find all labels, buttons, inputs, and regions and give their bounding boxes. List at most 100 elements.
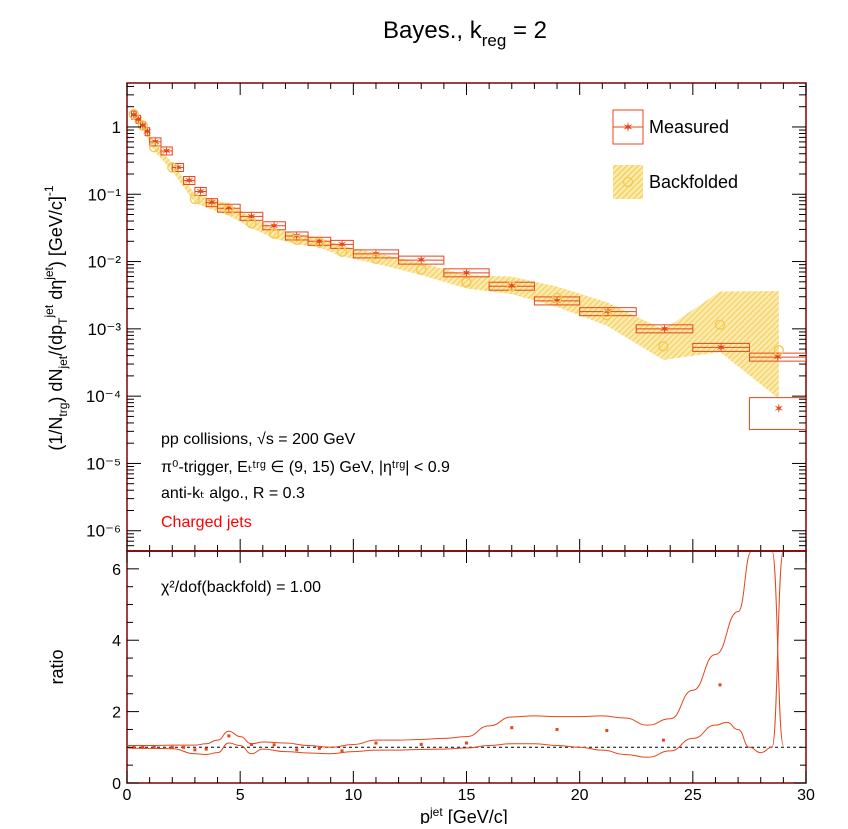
- measured-point-1: ✶: [133, 112, 144, 127]
- measured-point-15: ✶: [337, 237, 348, 252]
- backfolded-point-9: [314, 237, 325, 248]
- backfolded-point-19: [773, 345, 784, 356]
- backfolded-point-16: [601, 309, 612, 321]
- ratio-point-1: [141, 745, 145, 749]
- measured-point-7: ✶: [184, 173, 195, 188]
- measured-tail-box: [748, 397, 806, 430]
- ratio-point-13: [374, 741, 378, 745]
- backfolded-band: [133, 109, 779, 399]
- top-y-axis-label: (1/Ntrg) dNjet/(dpTjet dηjet) [GeV/c]-1: [42, 185, 70, 451]
- x-axis-label: pjet [GeV/c]: [420, 805, 508, 824]
- measured-point-12: ✶: [269, 218, 280, 233]
- backfolded-point-14: [506, 281, 517, 292]
- annotation-collisions: pp collisions, √s = 200 GeV: [161, 431, 356, 448]
- measured-point-2: ✶: [137, 118, 148, 133]
- bot-y-tick-label-0: 0: [112, 776, 121, 793]
- measured-point-11: ✶: [246, 209, 257, 224]
- bot-y-tick-label-6: 6: [112, 562, 121, 579]
- ratio-point-19: [661, 738, 665, 742]
- x-tick-label-15: 15: [458, 787, 476, 804]
- ratio-point-0: [132, 745, 136, 749]
- backfolded-point-10: [336, 246, 348, 257]
- measured-point-5: ✶: [161, 143, 172, 158]
- ratio-point-10: [295, 748, 299, 752]
- bot-y-tick-label-4: 4: [112, 633, 121, 650]
- measured-point-9: ✶: [206, 195, 217, 210]
- measured-point-6: ✶: [172, 160, 183, 175]
- measured-point-4: ✶: [150, 134, 161, 149]
- y-tick-label--5: 10⁻⁵: [86, 454, 121, 473]
- backfolded-point-6: [246, 218, 257, 229]
- ratio-point-9: [272, 743, 276, 747]
- bottom-plot-area: [127, 551, 806, 758]
- ratio-lower-band: [127, 551, 784, 758]
- backfolded-point-0: [128, 109, 139, 120]
- measured-point-19: ✶: [506, 279, 517, 294]
- ratio-point-18: [605, 729, 609, 733]
- title-tail: = 2: [506, 17, 547, 44]
- x-tick-label-5: 5: [236, 787, 245, 804]
- backfolded-point-8: [291, 234, 302, 246]
- backfolded-point-17: [658, 341, 669, 352]
- measured-point-18: ✶: [461, 265, 472, 280]
- annotation-trigger: π⁰-trigger, Eₜᵗʳᵍ ∈ (9, 15) GeV, |ηᵗʳᵍ| …: [161, 459, 450, 476]
- legend-backfolded-label: Backfolded: [649, 172, 738, 192]
- y-tick-label-0: 1: [112, 118, 121, 137]
- ratio-point-20: [718, 683, 722, 687]
- x-tick-label-10: 10: [344, 787, 362, 804]
- backfolded-point-7: [268, 228, 280, 239]
- backfolded-point-5: [223, 205, 235, 216]
- measured-point-22: ✶: [659, 321, 670, 336]
- measured-point-17: ✶: [416, 253, 427, 268]
- ratio-point-16: [510, 726, 514, 730]
- x-tick-label-25: 25: [684, 787, 702, 804]
- ratio-point-17: [555, 727, 559, 731]
- measured-point-24: ✶: [772, 350, 783, 365]
- axes: 0 5 10 15 20 25 3010⁻⁶10⁻⁵10⁻⁴10⁻³10⁻²10⁻¹1024…: [86, 83, 815, 804]
- ratio-point-15: [465, 741, 468, 745]
- bot-y-tick-label-2: 2: [112, 705, 121, 722]
- backfolded-point-11: [370, 253, 382, 264]
- annotation-chi2: χ²/dof(backfold) = 1.00: [161, 579, 321, 596]
- measured-point-14: ✶: [314, 234, 325, 249]
- measured-point-8: ✶: [195, 184, 206, 199]
- ratio-point-5: [193, 748, 197, 752]
- title-subscript: reg: [482, 31, 507, 50]
- backfolded-point-15: [551, 292, 563, 303]
- legend-backfolded: Backfolded: [613, 165, 738, 199]
- y-tick-label--4: 10⁻⁴: [86, 387, 121, 406]
- ratio-upper-band: [127, 551, 784, 748]
- bottom-y-axis-label: ratio: [47, 649, 67, 684]
- ratio-point-4: [182, 745, 186, 749]
- measured-tail-point: ✶: [773, 401, 784, 416]
- measured-point-3: ✶: [142, 124, 153, 139]
- measured-point-0: ✶: [128, 108, 139, 123]
- backfolded-point-18: [714, 319, 726, 330]
- y-tick-label--1: 10⁻¹: [87, 185, 121, 204]
- legend-measured-marker: ✶: [622, 119, 634, 135]
- legend-measured-label: Measured: [649, 117, 729, 137]
- ratio-point-6: [204, 747, 208, 751]
- legend: ✶ Measured Backfolded: [612, 109, 738, 199]
- y-tick-label--3: 10⁻³: [87, 320, 121, 339]
- backfolded-point-2: [149, 142, 160, 153]
- ratio-point-11: [317, 746, 321, 750]
- backfolded-point-4: [189, 193, 201, 205]
- annotation-algorithm: anti-kₜ algo., R = 0.3: [161, 485, 305, 502]
- x-tick-label-20: 20: [571, 787, 589, 804]
- measured-point-10: ✶: [223, 201, 234, 216]
- ratio-point-14: [419, 742, 423, 746]
- measured-point-21: ✶: [603, 304, 614, 319]
- y-tick-label--2: 10⁻²: [87, 253, 121, 272]
- x-tick-label-0: 0: [123, 787, 132, 804]
- measured-point-20: ✶: [552, 293, 563, 308]
- x-tick-label-30: 30: [797, 787, 815, 804]
- title-main: Bayes., k: [383, 17, 483, 44]
- measured-point-23: ✶: [716, 340, 727, 355]
- ratio-point-3: [170, 745, 174, 749]
- ratio-point-12: [340, 749, 344, 753]
- backfolded-point-1: [137, 120, 148, 131]
- chart-title: Bayes., kreg = 2: [383, 17, 547, 50]
